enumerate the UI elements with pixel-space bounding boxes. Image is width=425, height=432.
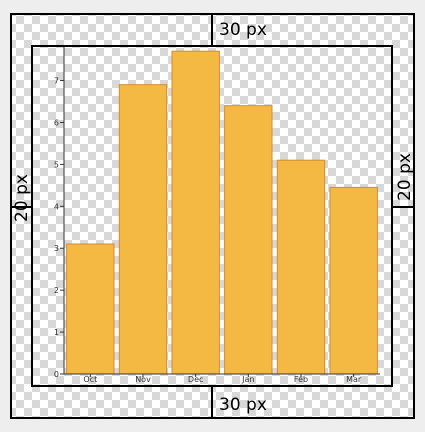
y-tick-label: 3 bbox=[54, 244, 59, 253]
x-tick-label: Dec bbox=[188, 375, 203, 384]
bar-dec bbox=[171, 50, 220, 375]
y-tick-label: 2 bbox=[54, 286, 59, 295]
bottom-padding-label: 30 px bbox=[219, 395, 267, 415]
y-tick-label: 4 bbox=[54, 202, 59, 211]
y-tick-label: 1 bbox=[54, 328, 59, 337]
plot-area: 0 1 2 3 4 5 6 7 Oct Nov Dec Jan Feb Mar bbox=[54, 47, 380, 384]
x-tick-label: Nov bbox=[135, 375, 151, 384]
y-ticks-group: 0 1 2 3 4 5 6 7 bbox=[54, 77, 64, 379]
y-tick-label: 7 bbox=[54, 77, 59, 86]
x-tick-label: Oct bbox=[83, 375, 97, 384]
right-padding-label: 20 px bbox=[395, 153, 415, 201]
left-padding-label: 20 px bbox=[12, 174, 32, 222]
bar-jan bbox=[224, 105, 273, 375]
x-ticks-group: Oct Nov Dec Jan Feb Mar bbox=[83, 374, 362, 384]
top-padding-label: 30 px bbox=[219, 20, 267, 40]
bar-oct bbox=[66, 243, 115, 375]
y-tick-label: 5 bbox=[54, 160, 59, 169]
x-tick-label: Feb bbox=[294, 375, 308, 384]
bar-mar bbox=[329, 186, 378, 375]
x-tick-label: Jan bbox=[241, 375, 254, 384]
bar-feb bbox=[276, 159, 326, 375]
bars-group bbox=[66, 50, 378, 375]
bar-nov bbox=[118, 84, 168, 375]
y-tick-label: 6 bbox=[54, 118, 59, 127]
x-tick-label: Mar bbox=[346, 375, 362, 384]
y-tick-label: 0 bbox=[54, 370, 59, 379]
